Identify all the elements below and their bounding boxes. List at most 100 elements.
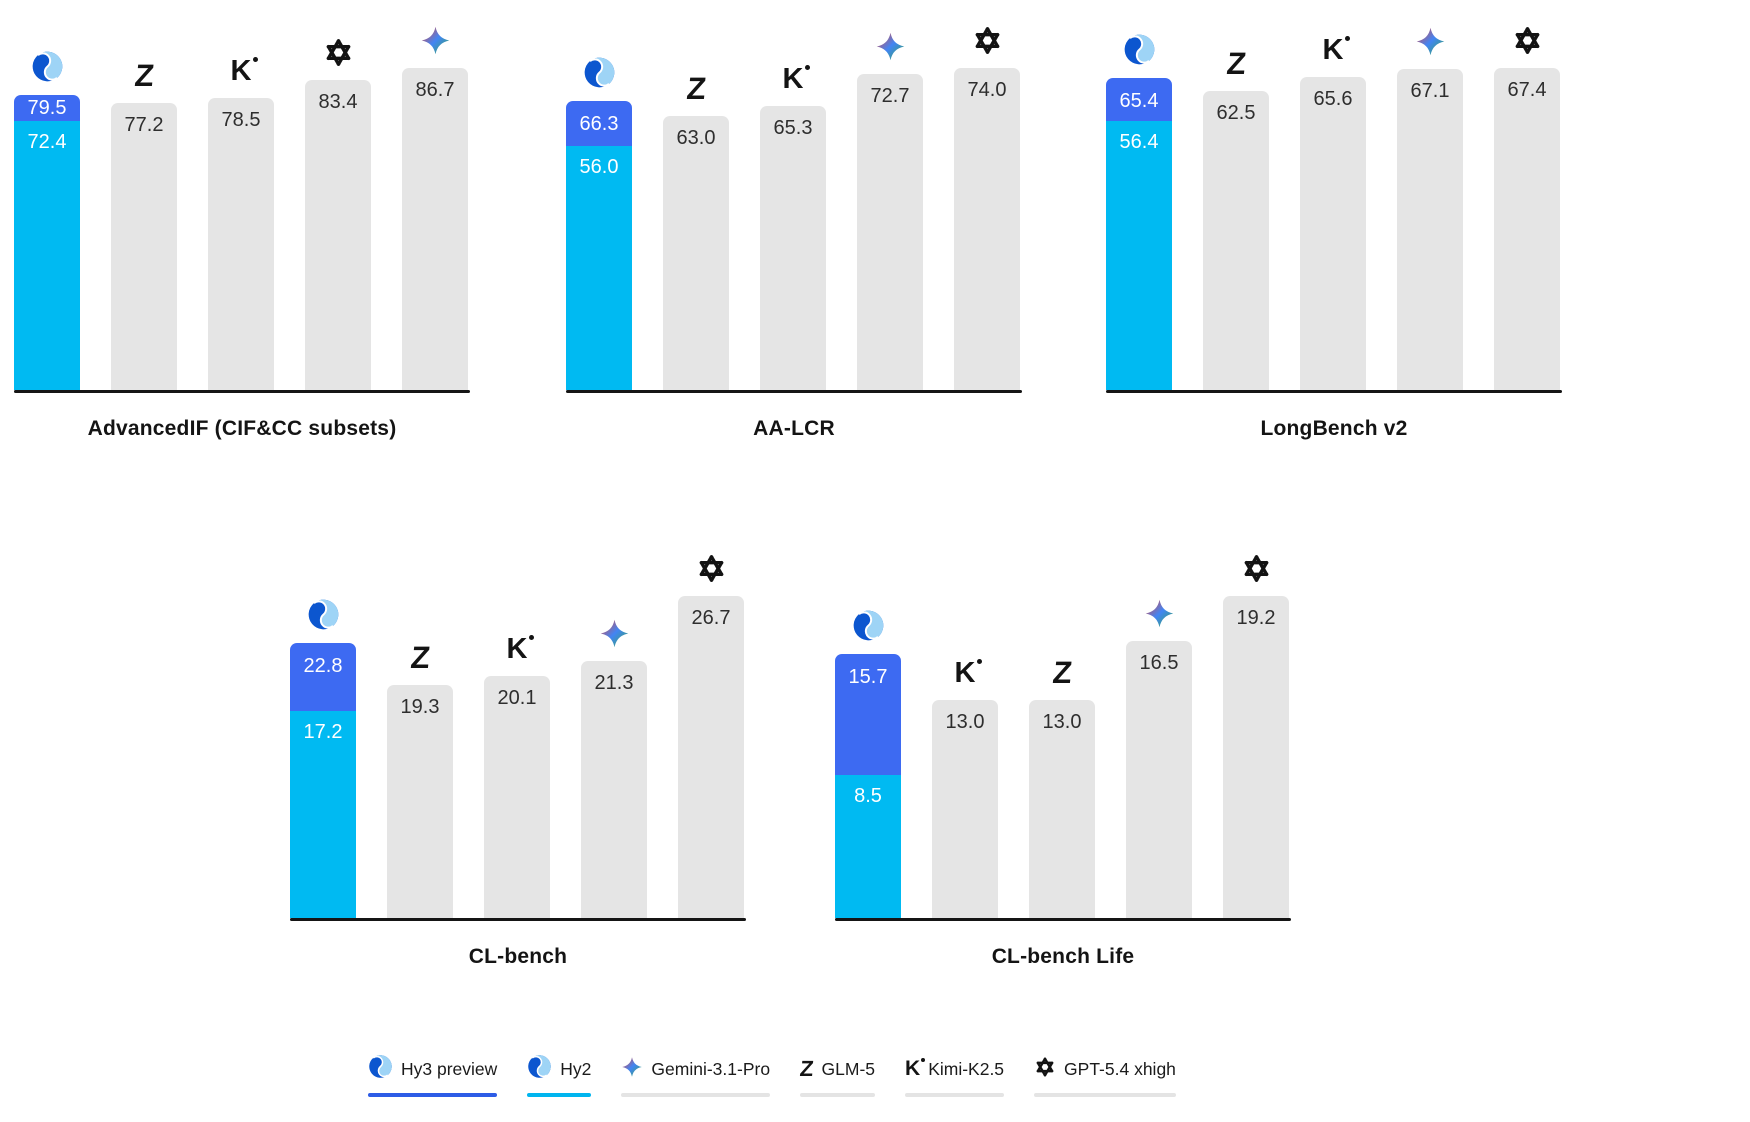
kimi-k-icon: K <box>507 628 535 664</box>
bar-slot: K 78.5 <box>208 50 274 390</box>
bar-slot: Z 62.5 <box>1203 43 1269 390</box>
glm-z-glyph: Z <box>408 640 432 675</box>
bar-slot: 67.4 <box>1494 20 1560 390</box>
hy2-segment: 56.4 <box>1106 121 1172 390</box>
stacked-bar-hy: 79.5 72.4 <box>14 95 80 390</box>
gemini-sparkle-icon <box>875 26 906 62</box>
value-bar: 65.6 <box>1300 77 1366 390</box>
kimi-dot <box>805 65 811 70</box>
legend-item-row: GPT-5.4 xhigh <box>1034 1056 1176 1082</box>
stacked-bar-hy: 65.4 56.4 <box>1106 78 1172 390</box>
glm-z-icon: Z <box>1224 43 1248 81</box>
value-bar: 63.0 <box>663 116 729 390</box>
value-bar: 72.7 <box>857 74 923 390</box>
bar-slot: 74.0 <box>954 20 1020 390</box>
value-bar: 13.0 <box>932 700 998 918</box>
bar-value: 65.6 <box>1313 88 1353 110</box>
bar-slot: 79.5 72.4 <box>14 47 80 390</box>
bar-value: 62.5 <box>1216 102 1256 124</box>
bar-value: 63.0 <box>676 127 716 149</box>
bar-value: 78.5 <box>221 109 261 131</box>
glm-z-icon: Z <box>1050 652 1074 690</box>
value-bar: 67.1 <box>1397 69 1463 390</box>
hy-logo <box>583 53 616 89</box>
chart-title: LongBench v2 <box>1260 417 1408 440</box>
chart-title: CL-bench Life <box>991 945 1135 968</box>
value-bar: 21.3 <box>581 661 647 918</box>
legend-item-kimi-k2-5: K Kimi-K2.5 <box>905 1056 1005 1097</box>
legend-underline <box>905 1093 1005 1097</box>
bar-slot: 86.7 <box>402 20 468 390</box>
bars-area: 79.5 72.4 Z 77.2 K 78.5 83.4 86.7 <box>14 20 470 390</box>
openai-icon <box>323 32 354 68</box>
bar-slot: 19.2 <box>1223 548 1289 918</box>
hy2-segment: 72.4 <box>14 121 80 390</box>
bar-value-hy2: 17.2 <box>303 721 343 743</box>
bar-value: 19.3 <box>400 696 440 718</box>
bar-slot: Z 13.0 <box>1029 652 1095 918</box>
x-axis <box>290 918 746 921</box>
legend-item-glm-5: Z GLM-5 <box>798 1055 876 1097</box>
bar-slot: Z 77.2 <box>111 55 177 390</box>
legend-item-row: Z GLM-5 <box>798 1055 876 1082</box>
chart-4: 22.8 17.2 Z 19.3 K 20.1 21.3 26.7 CL-bench <box>290 548 746 969</box>
legend-label: Hy2 <box>560 1058 592 1079</box>
hy3-segment: 22.8 <box>290 643 356 711</box>
openai-icon <box>1034 1056 1056 1083</box>
kimi-dot <box>921 1058 926 1062</box>
hy3-segment: 66.3 <box>566 101 632 146</box>
chart-title: AA-LCR <box>753 417 835 440</box>
kimi-k-glyph: K <box>231 57 259 86</box>
hy-logo <box>307 595 340 631</box>
chart-3: 65.4 56.4 Z 62.5 K 65.6 67.1 67.4 LongBench v2 <box>1106 20 1562 441</box>
bar-slot: 21.3 <box>581 613 647 918</box>
x-axis <box>835 918 1291 921</box>
bar-value: 16.5 <box>1139 652 1179 674</box>
legend-label: GLM-5 <box>821 1058 876 1079</box>
glm-z-icon: Z <box>685 68 708 106</box>
hy2-segment: 17.2 <box>290 711 356 918</box>
bar-slot: 22.8 17.2 <box>290 595 356 918</box>
hy-logo <box>368 1054 393 1084</box>
chart-5: 15.7 8.5 K 13.0 Z 13.0 16.5 19.2 CL-bench Life <box>835 548 1291 969</box>
glm-z-glyph: Z <box>798 1055 815 1081</box>
value-bar: 77.2 <box>111 103 177 390</box>
stacked-bar-hy: 22.8 17.2 <box>290 643 356 918</box>
value-bar: 65.3 <box>760 106 826 390</box>
stacked-bar-hy: 66.3 56.0 <box>566 101 632 390</box>
glm-z-glyph: Z <box>1050 655 1074 690</box>
hy-logo <box>527 1054 552 1084</box>
chart-title: AdvancedIF (CIF&CC subsets) <box>87 417 397 440</box>
bar-value-hy3: 15.7 <box>848 666 888 688</box>
legend-label: GPT-5.4 xhigh <box>1064 1058 1176 1079</box>
hy3-segment: 65.4 <box>1106 78 1172 121</box>
bar-value: 13.0 <box>945 711 985 733</box>
bar-value: 67.4 <box>1507 79 1547 101</box>
legend-item-row: Gemini-3.1-Pro <box>621 1056 770 1082</box>
legend-label: Hy3 preview <box>401 1058 498 1079</box>
kimi-k-icon: K <box>905 1058 926 1080</box>
bar-value-hy3: 22.8 <box>303 655 343 677</box>
gemini-sparkle-icon <box>599 613 630 649</box>
bar-value: 67.1 <box>1410 80 1450 102</box>
bar-slot: Z 63.0 <box>663 68 729 390</box>
glm-z-icon: Z <box>798 1055 815 1081</box>
kimi-k-glyph: K <box>955 659 983 688</box>
bar-value: 74.0 <box>967 79 1007 101</box>
chart-1: 79.5 72.4 Z 77.2 K 78.5 83.4 86.7 AdvancedIF (CI… <box>14 20 470 441</box>
glm-z-glyph: Z <box>1224 46 1248 81</box>
value-bar: 16.5 <box>1126 641 1192 918</box>
openai-icon <box>972 20 1003 56</box>
bars-area: 22.8 17.2 Z 19.3 K 20.1 21.3 26.7 <box>290 548 746 918</box>
legend-underline <box>621 1093 771 1097</box>
legend-label: Kimi-K2.5 <box>928 1058 1005 1079</box>
value-bar: 86.7 <box>402 68 468 390</box>
openai-icon <box>1241 548 1272 584</box>
bar-value: 83.4 <box>318 91 358 113</box>
legend-underline <box>368 1093 498 1097</box>
bar-value: 20.1 <box>497 687 537 709</box>
legend-underline <box>800 1093 876 1097</box>
legend-item-hy3-preview: Hy3 preview <box>368 1054 498 1097</box>
value-bar: 19.3 <box>387 685 453 918</box>
value-bar: 67.4 <box>1494 68 1560 390</box>
